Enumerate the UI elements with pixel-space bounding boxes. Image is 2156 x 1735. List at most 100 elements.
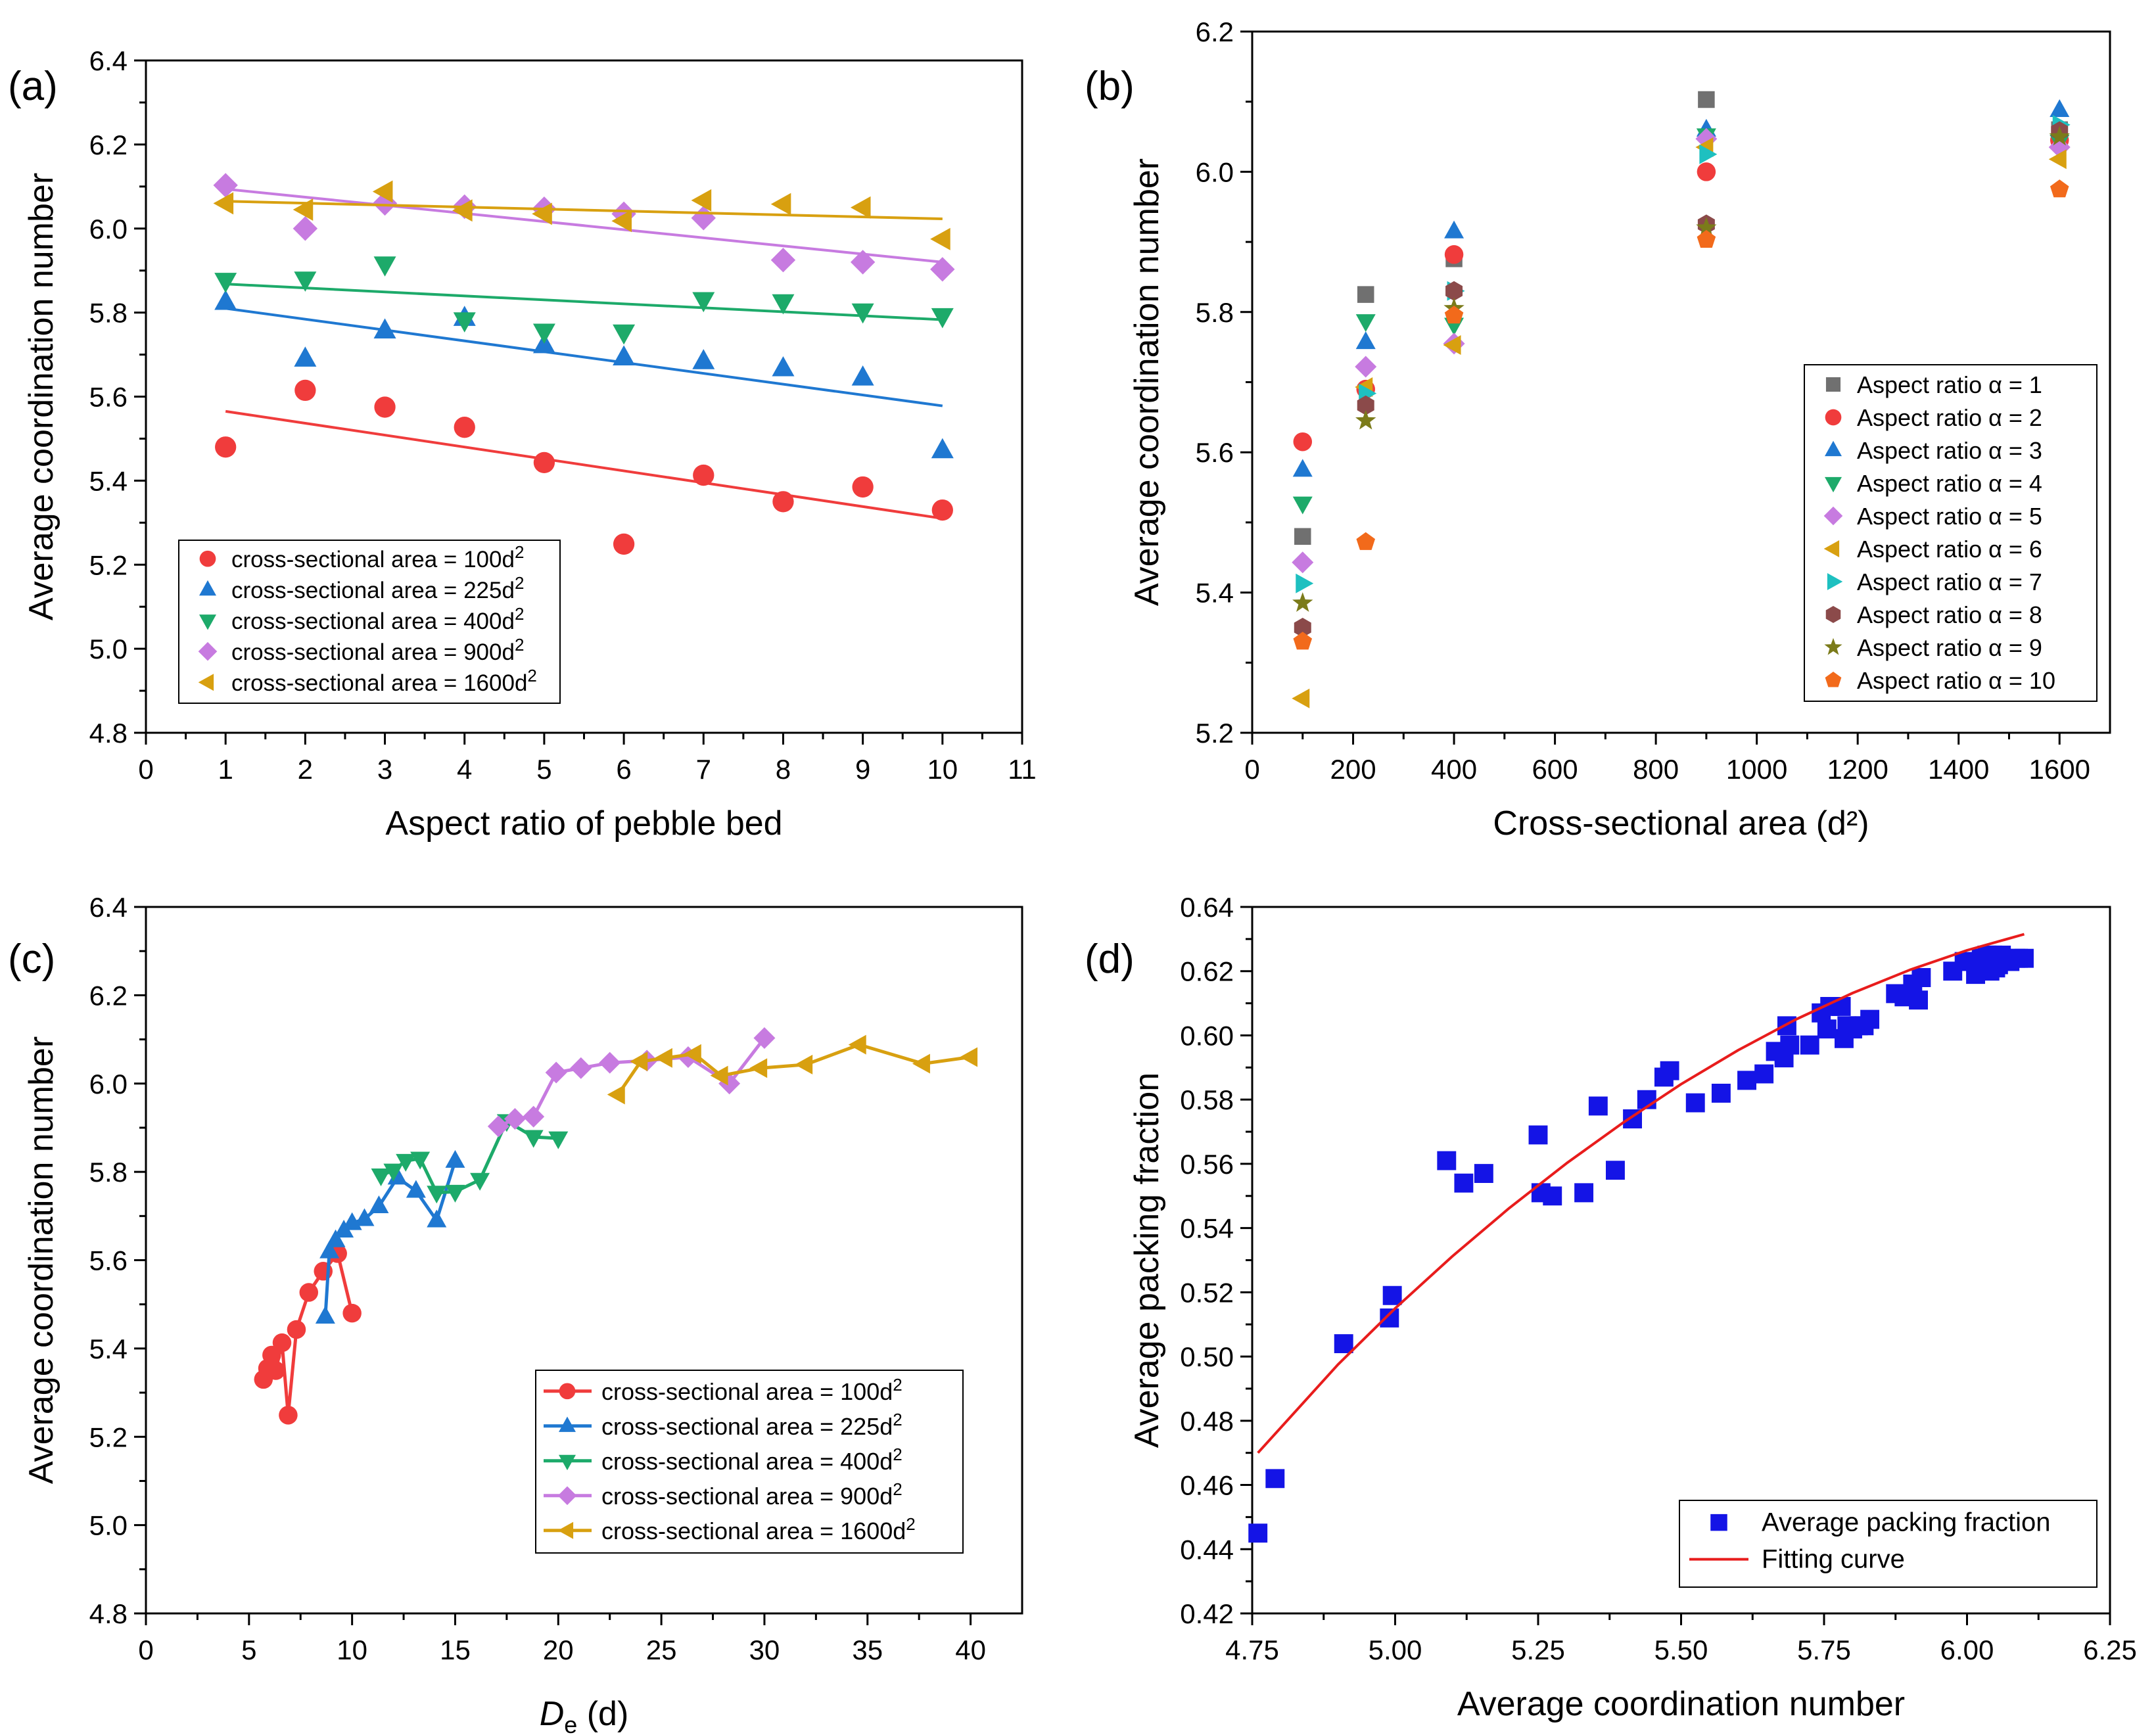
data-point — [453, 312, 476, 333]
data-point — [374, 396, 396, 418]
x-tick-label: 6 — [616, 754, 631, 785]
data-point — [1444, 306, 1464, 324]
data-point — [850, 250, 876, 275]
y-axis-title: Average coordination number — [22, 173, 60, 620]
data-point — [293, 216, 318, 241]
y-tick-label: 0.58 — [1180, 1084, 1234, 1115]
data-point — [523, 1105, 545, 1128]
legend-entry: Aspect ratio α = 8 — [1825, 601, 2042, 628]
y-tick-label: 4.8 — [89, 718, 128, 749]
x-tick-label: 1 — [218, 754, 233, 785]
legend-marker — [199, 614, 216, 630]
data-point — [749, 1058, 768, 1078]
data-point — [1355, 331, 1376, 350]
data-point — [960, 1047, 978, 1067]
x-tick-label: 5 — [241, 1634, 256, 1665]
data-point — [342, 1212, 362, 1230]
y-tick-label: 6.4 — [89, 892, 128, 923]
y-tick-label: 6.2 — [89, 980, 128, 1011]
legend-label: Aspect ratio α = 3 — [1857, 437, 2042, 464]
data-point — [387, 1167, 408, 1185]
data-point — [1777, 1016, 1796, 1036]
data-point — [1293, 632, 1313, 650]
legend: cross-sectional area = 100d2 cross-sectio… — [535, 1370, 964, 1554]
legend-entry: Aspect ratio α = 10 — [1825, 667, 2055, 694]
data-point — [1355, 356, 1377, 378]
x-tick-label: 5.25 — [1511, 1634, 1565, 1665]
y-tick-label: 5.6 — [1196, 437, 1234, 468]
y-tick-label: 5.2 — [89, 549, 128, 580]
panel-label: (a) — [8, 64, 58, 109]
x-tick-label: 6.25 — [2083, 1634, 2137, 1665]
y-tick-label: 6.2 — [1196, 16, 1234, 47]
series-4 — [607, 1034, 978, 1105]
y-tick-label: 5.6 — [89, 382, 128, 413]
data-point — [1697, 229, 1716, 248]
data-point — [1588, 1096, 1608, 1116]
data-point — [795, 1054, 813, 1075]
data-point — [287, 1320, 306, 1339]
data-point — [1909, 990, 1928, 1010]
x-tick-label: 2 — [298, 754, 313, 785]
legend-label: cross-sectional area = 900d2 — [601, 1479, 902, 1510]
data-point — [1294, 617, 1311, 637]
data-point — [548, 1131, 569, 1149]
legend-label: cross-sectional area = 100d2 — [231, 542, 524, 572]
data-point — [1698, 91, 1715, 108]
data-point — [1754, 1064, 1774, 1084]
legend-entry: cross-sectional area = 225d2 — [544, 1410, 902, 1440]
data-point — [850, 196, 871, 219]
legend-entry: cross-sectional area = 1600d2 — [198, 666, 537, 696]
legend-marker — [1825, 377, 1841, 392]
data-point — [1911, 968, 1931, 987]
series-line — [617, 1043, 971, 1096]
legend-label: cross-sectional area = 1600d2 — [231, 666, 537, 696]
data-point — [2049, 126, 2070, 146]
data-point — [1543, 1186, 1562, 1206]
panel-label: (c) — [8, 937, 55, 982]
series-4 — [213, 180, 950, 250]
series-3 — [213, 173, 955, 282]
legend-entry: Aspect ratio α = 1 — [1825, 371, 2042, 398]
data-point — [1292, 688, 1310, 708]
panel-c: (c) 0 5 10 15 20 25 30 35 40 4.8 5.0 5.2 5.4 5.6 5.8 6.0… — [8, 892, 1023, 1735]
legend-entry: cross-sectional area = 1600d2 — [544, 1514, 916, 1544]
legend-label: Fitting curve — [1762, 1545, 1905, 1574]
x-tick-label: 5.50 — [1654, 1634, 1708, 1665]
series-1 — [315, 1149, 465, 1324]
x-tick-label: 0 — [1244, 754, 1259, 785]
fit-line — [225, 187, 943, 264]
y-tick-label: 6.4 — [89, 45, 128, 76]
data-point — [445, 1149, 465, 1168]
legend-entry: Aspect ratio α = 3 — [1825, 437, 2042, 464]
x-tick-label: 1200 — [1827, 754, 1888, 785]
data-point — [613, 324, 636, 345]
data-point — [1800, 1035, 1819, 1055]
x-axis-title: Cross-sectional area (d²) — [1493, 804, 1869, 843]
data-point — [1699, 144, 1718, 164]
legend-marker — [1825, 409, 1842, 426]
data-point — [383, 1163, 404, 1182]
x-tick-label: 1400 — [1928, 754, 1989, 785]
legend-marker — [199, 550, 216, 567]
data-point — [848, 1034, 866, 1055]
y-tick-label: 0.56 — [1180, 1149, 1234, 1180]
y-axis-title: Average coordination number — [22, 1036, 60, 1484]
x-tick-label: 4.75 — [1225, 1634, 1279, 1665]
data-point — [215, 436, 237, 458]
data-point — [272, 1333, 292, 1353]
x-tick-label: 30 — [749, 1634, 780, 1665]
x-tick-label: 400 — [1431, 754, 1477, 785]
data-point — [772, 491, 794, 513]
legend-entry: Average packing fraction — [1710, 1508, 2051, 1537]
legend-marker — [1825, 476, 1842, 493]
legend-entry: Aspect ratio α = 5 — [1823, 503, 2042, 530]
fit-line — [225, 200, 943, 221]
data-point — [334, 1219, 354, 1238]
legend-label: Aspect ratio α = 2 — [1857, 404, 2042, 431]
data-point — [1292, 551, 1314, 574]
x-tick-label: 200 — [1330, 754, 1376, 785]
series-line — [1257, 933, 2025, 1454]
x-tick-label: 9 — [855, 754, 870, 785]
data-point — [1356, 532, 1375, 550]
